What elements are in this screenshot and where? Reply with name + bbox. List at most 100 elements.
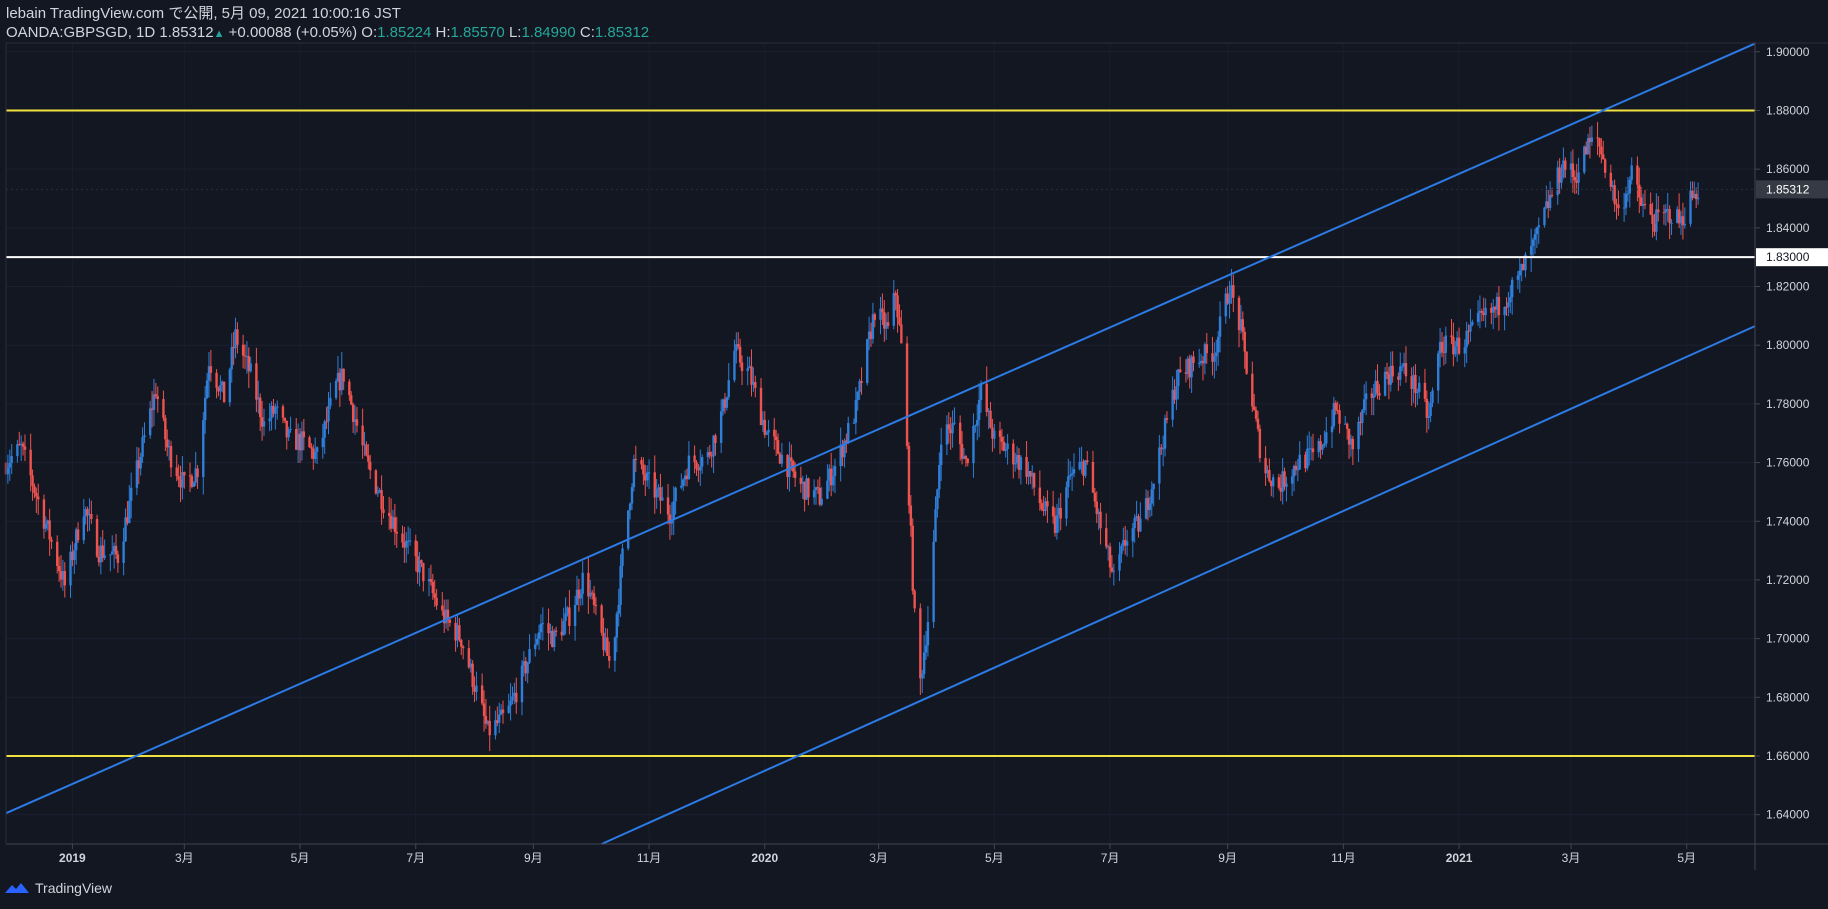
candle-body	[725, 397, 729, 408]
candle-body	[116, 554, 120, 563]
candle-body	[1059, 507, 1062, 519]
candle-body	[1271, 477, 1275, 487]
candle-body	[793, 471, 797, 478]
candle-body	[353, 419, 357, 422]
candle	[126, 501, 129, 526]
candle-body	[128, 500, 131, 523]
y-tick-label: 1.64000	[1766, 808, 1810, 822]
candle	[1575, 163, 1578, 194]
candle-body	[765, 432, 768, 435]
candle	[900, 310, 903, 344]
candle	[69, 544, 72, 598]
candle-body	[19, 443, 23, 445]
candle	[1590, 125, 1594, 146]
candle	[196, 464, 199, 489]
candle-body	[1347, 428, 1351, 445]
candle	[873, 312, 877, 328]
candle	[414, 534, 417, 572]
candle	[735, 332, 738, 364]
candle-body	[828, 468, 831, 481]
candle-body	[1349, 438, 1353, 445]
candle-body	[1598, 138, 1601, 147]
candle	[936, 488, 939, 518]
candle-body	[672, 501, 675, 519]
candle	[1029, 470, 1032, 485]
candle	[1349, 434, 1353, 457]
candle	[325, 406, 328, 429]
candle-body	[1636, 165, 1639, 185]
candle-body	[1383, 371, 1387, 396]
candle-body	[1437, 353, 1440, 391]
candle	[175, 454, 178, 482]
candle	[405, 532, 408, 563]
candle	[446, 599, 450, 632]
candle	[99, 536, 103, 575]
x-tick-label: 11月	[1331, 851, 1355, 865]
candle	[1031, 465, 1034, 490]
candle	[1391, 351, 1394, 383]
tradingview-footer[interactable]: TradingView	[4, 880, 112, 896]
candle	[814, 486, 818, 505]
candle	[194, 451, 197, 487]
candle	[1609, 164, 1613, 192]
candle-body	[1091, 461, 1095, 493]
candle	[6, 454, 10, 484]
candle-body	[759, 387, 763, 426]
candle-body	[1131, 528, 1134, 542]
candle	[1002, 436, 1006, 452]
candle	[202, 412, 205, 495]
candle-body	[1150, 489, 1153, 504]
candle	[1359, 412, 1362, 436]
lower-channel-line[interactable]	[601, 325, 1756, 845]
candle	[1524, 252, 1527, 278]
candle	[378, 487, 381, 494]
candle	[116, 550, 120, 573]
candle	[1139, 502, 1142, 532]
upper-channel-line[interactable]	[5, 42, 1756, 815]
candle	[129, 472, 133, 519]
candle	[1677, 193, 1681, 229]
candle-body	[524, 661, 527, 674]
candle	[911, 518, 914, 595]
open-value: 1.85224	[377, 24, 432, 41]
y-tick-label: 1.86000	[1766, 162, 1810, 176]
candle-body	[754, 382, 757, 388]
candle-body	[987, 410, 990, 412]
candle	[522, 651, 526, 677]
candle	[10, 444, 13, 475]
candle-body	[1258, 428, 1262, 459]
candle-body	[1613, 185, 1616, 204]
candle	[403, 527, 406, 563]
candle-body	[1404, 363, 1408, 377]
candle-body	[1427, 415, 1430, 418]
candle	[765, 430, 768, 436]
time-axis[interactable]: 2019 3月 5月 7月 9月 11月 2020 3月 5月 7月 9月 11月 2021 3月 5月	[59, 844, 1696, 865]
candle	[71, 541, 74, 567]
candle-body	[1457, 337, 1461, 354]
candle	[1215, 339, 1218, 371]
candle-body	[898, 317, 901, 325]
candle-body	[260, 417, 264, 427]
candle-body	[1095, 501, 1098, 515]
x-tick-label: 3月	[1562, 851, 1581, 865]
price-axis[interactable]: 1.64000 1.66000 1.68000 1.70000 1.72000 1.740…	[1755, 45, 1828, 822]
candle-body	[659, 487, 662, 501]
candle-body	[129, 487, 133, 501]
candle-body	[1292, 465, 1296, 477]
candle	[166, 429, 169, 457]
candle	[302, 418, 306, 451]
candle	[1072, 453, 1076, 478]
candle-body	[644, 474, 647, 481]
candle	[843, 438, 846, 468]
candle	[1670, 218, 1673, 235]
candle	[471, 660, 474, 695]
candle-body	[431, 581, 435, 594]
candle	[666, 484, 670, 525]
candle-body	[270, 405, 273, 419]
candle-body	[604, 637, 607, 651]
candles	[4, 122, 1700, 752]
candle	[444, 599, 448, 629]
candle-body	[29, 449, 32, 476]
candle	[680, 473, 683, 490]
